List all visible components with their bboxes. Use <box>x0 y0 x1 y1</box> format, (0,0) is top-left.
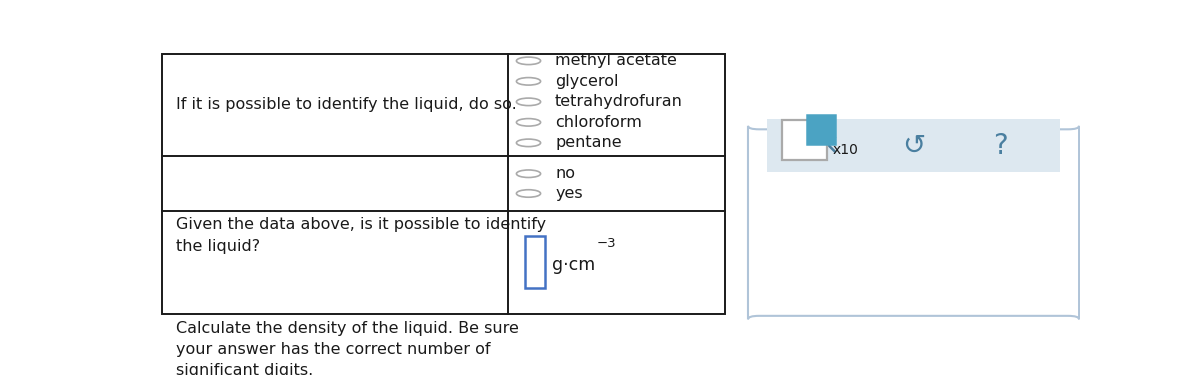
Text: pentane: pentane <box>556 135 622 150</box>
Text: glycerol: glycerol <box>556 74 619 89</box>
Bar <box>806 115 835 144</box>
Text: −3: −3 <box>596 237 616 250</box>
Text: g·cm: g·cm <box>552 256 595 274</box>
Text: no: no <box>556 166 575 181</box>
Circle shape <box>516 98 541 106</box>
Circle shape <box>516 118 541 126</box>
Text: yes: yes <box>556 186 583 201</box>
Bar <box>162 54 725 314</box>
Circle shape <box>516 139 541 147</box>
Bar <box>767 120 1061 172</box>
Text: chloroform: chloroform <box>556 115 642 130</box>
Text: x10: x10 <box>833 143 858 158</box>
Text: ?: ? <box>992 132 1007 160</box>
FancyBboxPatch shape <box>748 126 1079 319</box>
Circle shape <box>516 170 541 177</box>
Text: ×: × <box>815 131 840 160</box>
Text: ↺: ↺ <box>902 132 925 160</box>
Circle shape <box>516 78 541 85</box>
Text: tetrahydrofuran: tetrahydrofuran <box>556 94 683 110</box>
Bar <box>524 236 545 288</box>
Circle shape <box>516 190 541 197</box>
Text: If it is possible to identify the liquid, do so.: If it is possible to identify the liquid… <box>176 98 517 112</box>
Text: Calculate the density of the liquid. Be sure
your answer has the correct number : Calculate the density of the liquid. Be … <box>176 321 518 375</box>
Text: Given the data above, is it possible to identify
the liquid?: Given the data above, is it possible to … <box>176 217 546 254</box>
Text: methyl acetate: methyl acetate <box>556 53 677 68</box>
Bar <box>782 120 827 160</box>
Circle shape <box>516 57 541 64</box>
